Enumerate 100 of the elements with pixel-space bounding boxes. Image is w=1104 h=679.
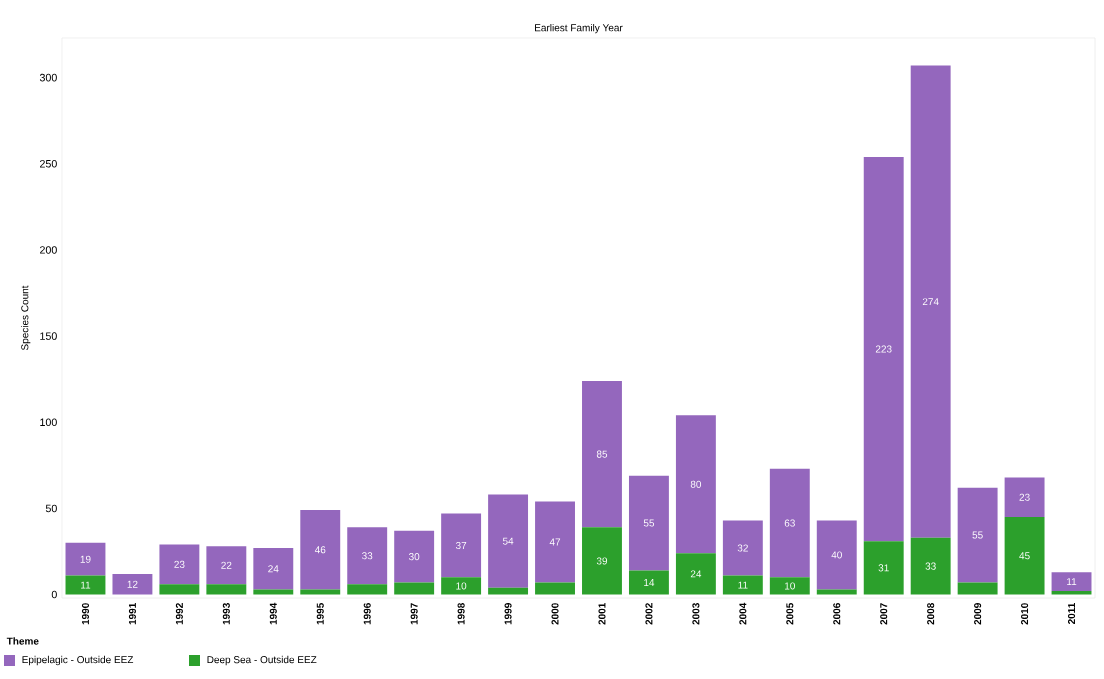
data-label: 63 [784,519,795,527]
bar [535,582,575,595]
bar [816,589,857,595]
bar [816,520,857,590]
bar [300,589,341,595]
data-label: 14 [644,579,655,586]
data-label: 23 [1019,493,1030,501]
bar [675,415,716,554]
bar [206,546,247,585]
x-tick-label: 2009 [974,603,982,625]
x-tick-label: 1995 [316,602,324,625]
bar [628,475,669,571]
data-label: 33 [362,552,373,560]
bar [1004,477,1045,518]
data-label: 40 [831,551,842,559]
y-tick-label: 0 [51,590,57,599]
bar [863,541,904,595]
bar [159,584,200,595]
bar [1004,517,1045,595]
data-label: 39 [596,557,608,565]
bar [769,577,810,595]
bar [300,510,341,590]
data-label: 32 [737,544,748,552]
bar [582,527,622,595]
y-tick-label: 100 [40,418,57,427]
data-label: 24 [690,570,702,578]
y-tick-label: 150 [40,332,57,340]
x-tick-label: 1994 [269,602,277,625]
x-tick-label: 1991 [128,602,136,625]
data-label: 11 [738,581,748,589]
bar [441,577,482,595]
y-tick-label: 200 [40,246,57,254]
x-tick-label: 1997 [410,603,418,625]
bar [863,156,904,542]
bar [488,494,529,588]
bar [582,380,622,528]
data-label: 37 [455,541,467,549]
x-tick-label: 1998 [457,603,465,625]
legend-label: Deep Sea - Outside EEZ [207,655,317,666]
y-tick-label: 250 [40,160,57,168]
x-tick-label: 2003 [692,603,700,625]
x-tick-label: 1999 [504,603,512,625]
chart-title: Earliest Family Year [535,23,623,34]
data-label: 23 [174,560,185,568]
bar [347,584,388,595]
data-label: 30 [408,553,420,561]
data-label: 46 [314,546,326,554]
data-label: 10 [456,582,467,590]
x-tick-label: 1993 [222,603,230,625]
data-label: 274 [922,298,939,306]
x-tick-label: 2000 [551,603,559,625]
bar [488,587,529,595]
y-tick-label: 50 [45,504,57,513]
data-label: 223 [875,345,892,353]
data-label: 45 [1019,552,1030,560]
bar [628,570,669,595]
x-tick-label: 2005 [786,602,794,625]
y-tick-label: 300 [39,73,57,82]
bar [253,548,294,590]
bar [1051,591,1092,595]
bar [65,575,106,595]
data-label: 24 [268,565,279,573]
x-tick-label: 2011 [1067,602,1076,625]
bar [112,573,153,595]
data-label: 22 [221,561,232,569]
data-label: 54 [502,537,514,545]
bar [910,537,951,595]
data-label: 55 [643,519,655,527]
bar [206,584,247,595]
bar [722,575,763,595]
bar [675,553,716,595]
bar [535,501,575,583]
bar [253,589,294,595]
bar [65,542,106,576]
data-label: 80 [690,480,702,488]
x-tick-label: 2001 [598,602,606,625]
data-label: 11 [1067,578,1077,586]
bar [722,520,763,576]
data-label: 12 [127,580,138,588]
x-tick-label: 2004 [739,602,747,625]
y-axis-title: Species Count [21,285,31,351]
bar [957,582,998,595]
x-tick-label: 1990 [81,603,90,625]
bar [347,527,388,585]
x-tick-label: 2002 [645,603,653,625]
bar [159,544,200,585]
bar [769,468,810,578]
bar [441,513,482,578]
data-label: 33 [925,562,936,570]
data-label: 19 [80,555,91,563]
x-tick-label: 2008 [927,603,935,625]
bar [910,65,951,538]
x-tick-label: 2006 [833,603,841,625]
x-tick-label: 2010 [1021,603,1029,625]
data-label: 85 [596,450,608,458]
data-label: 55 [972,531,983,539]
data-label: 11 [81,581,91,589]
data-label: 10 [784,582,795,590]
data-label: 31 [878,564,889,572]
legend-title: Theme [6,637,39,645]
